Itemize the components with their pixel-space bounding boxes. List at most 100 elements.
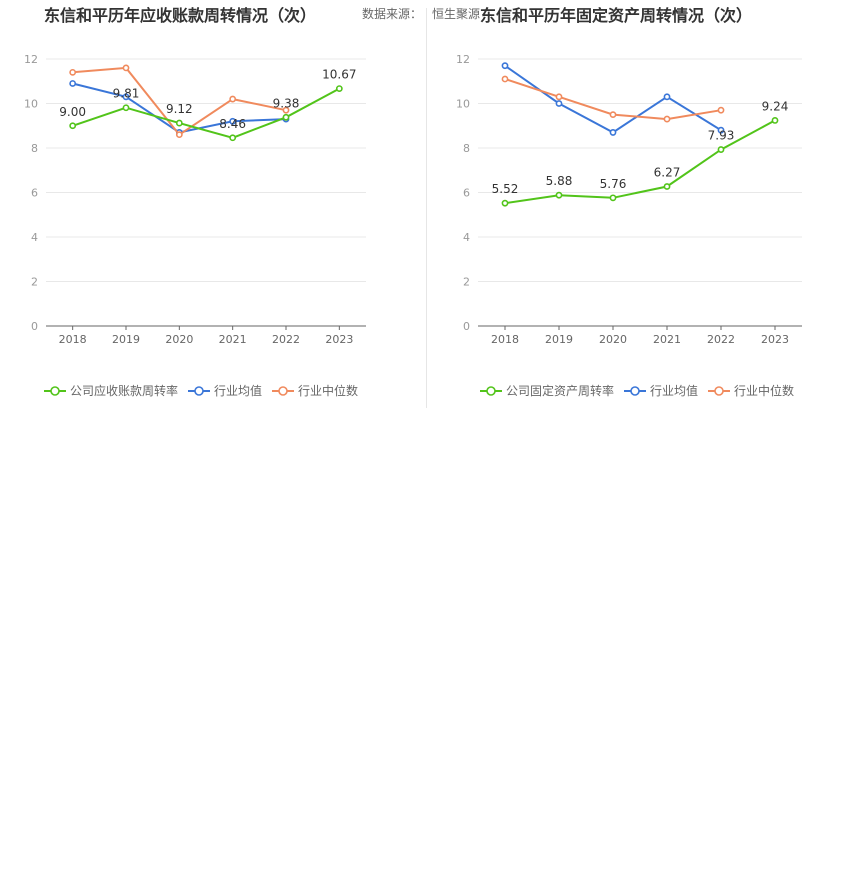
legend-symbol — [708, 385, 731, 396]
data-point — [717, 146, 725, 153]
data-point — [609, 111, 617, 119]
data-point — [122, 64, 130, 72]
panel-divider — [426, 8, 427, 408]
legend-label: 行业中位数 — [734, 384, 795, 398]
y-tick-label: 4 — [31, 231, 38, 244]
source-label: 数据来源： — [362, 7, 423, 21]
x-tick-label: 2023 — [325, 333, 353, 346]
legend-item[interactable]: 行业均值 — [188, 382, 262, 399]
chart-legend: 公司固定资产周转率 行业均值 行业中位数 — [480, 382, 794, 399]
x-tick-label: 2018 — [59, 333, 87, 346]
legend-marker — [714, 385, 724, 396]
y-tick-label: 10 — [456, 98, 470, 111]
data-label: 9.24 — [762, 99, 789, 113]
x-tick-label: 2023 — [761, 333, 789, 346]
data-label: 10.67 — [322, 68, 356, 82]
chart-panel-fixed-assets: 东信和平历年固定资产周转情况（次） 0 2 4 6 8 10 12 2018 2019 2020 2… — [428, 0, 850, 410]
chart-legend: 公司应收账款周转率 行业均值 行业中位数 — [44, 382, 358, 399]
chart-title: 东信和平历年应收账款周转情况（次） — [44, 6, 317, 25]
y-tick-label: 8 — [31, 142, 38, 155]
data-label: 8.46 — [219, 117, 246, 131]
data-point — [229, 117, 237, 125]
data-point — [609, 194, 617, 202]
chart-plot-fixed-assets: 0 2 4 6 8 10 12 2018 2019 2020 2021 2022 2023 5.52 5.8… — [456, 53, 802, 346]
x-tick-label: 2022 — [707, 333, 735, 346]
data-point — [501, 199, 509, 207]
legend-item[interactable]: 公司固定资产周转率 — [480, 382, 614, 399]
data-point — [69, 80, 77, 87]
y-tick-label: 0 — [31, 320, 38, 333]
legend-symbol — [624, 385, 647, 396]
legend-marker — [278, 385, 288, 396]
y-tick-label: 6 — [31, 187, 38, 200]
data-point — [555, 191, 563, 199]
y-tick-label: 0 — [463, 320, 470, 333]
data-point — [555, 100, 563, 107]
data-point — [501, 62, 509, 70]
data-label: 9.00 — [59, 105, 86, 119]
data-point — [282, 113, 290, 121]
data-label: 9.81 — [113, 87, 140, 101]
legend-symbol — [480, 385, 502, 396]
legend-label: 行业均值 — [214, 384, 263, 398]
legend-item[interactable]: 行业均值 — [624, 382, 698, 399]
data-point — [229, 134, 237, 142]
series-line — [504, 119, 776, 205]
data-point — [335, 85, 343, 92]
data-point — [663, 115, 671, 123]
x-tick-label: 2020 — [165, 333, 193, 346]
legend-item[interactable]: 公司应收账款周转率 — [44, 382, 178, 399]
data-point — [609, 129, 617, 136]
legend-item[interactable]: 行业中位数 — [708, 382, 794, 399]
data-point — [175, 131, 183, 139]
source-value: 恒生聚源 — [432, 7, 481, 21]
y-tick-label: 4 — [463, 231, 470, 244]
legend-item[interactable]: 行业中位数 — [272, 382, 358, 399]
data-point — [663, 183, 671, 190]
legend-label: 公司固定资产周转率 — [506, 384, 615, 398]
data-label: 5.52 — [492, 182, 519, 196]
data-point — [229, 95, 237, 103]
data-label: 6.27 — [654, 165, 681, 179]
data-label: 5.88 — [546, 174, 573, 188]
x-tick-label: 2022 — [272, 333, 300, 346]
data-point — [717, 106, 725, 114]
y-tick-label: 2 — [31, 276, 38, 289]
data-point — [175, 119, 183, 127]
data-point — [282, 106, 290, 114]
y-tick-label: 8 — [463, 142, 470, 155]
chart-plot-receivables: 0 2 4 6 8 10 12 2018 2019 2020 2021 2022 2023 9.00 9.8… — [24, 53, 366, 346]
y-tick-label: 6 — [463, 187, 470, 200]
x-tick-label: 2020 — [599, 333, 627, 346]
legend-marker — [194, 385, 204, 396]
legend-label: 行业中位数 — [298, 384, 359, 398]
data-point — [69, 68, 77, 76]
data-point — [501, 75, 509, 83]
x-tick-label: 2018 — [491, 333, 519, 346]
y-tick-label: 2 — [463, 276, 470, 289]
data-point — [69, 122, 77, 130]
legend-label: 行业均值 — [650, 384, 699, 398]
data-point — [663, 93, 671, 101]
data-point — [717, 126, 725, 134]
legend-marker — [486, 385, 496, 396]
y-tick-label: 12 — [456, 53, 470, 66]
legend-marker — [630, 385, 640, 396]
data-point — [122, 104, 130, 112]
chart-panel-receivables: 东信和平历年应收账款周转情况（次） 数据来源： 恒生聚源 0 2 4 6 8 10 12 20… — [0, 0, 480, 410]
chart-title: 东信和平历年固定资产周转情况（次） — [480, 6, 753, 25]
legend-label: 公司应收账款周转率 — [70, 384, 179, 398]
series-line — [504, 64, 722, 134]
y-tick-label: 10 — [24, 98, 38, 111]
legend-symbol — [272, 385, 295, 396]
legend-marker — [50, 385, 60, 396]
legend-symbol — [44, 385, 66, 396]
data-label: 9.12 — [166, 102, 193, 116]
data-label: 5.76 — [600, 177, 627, 191]
data-point — [122, 93, 130, 101]
x-tick-label: 2019 — [112, 333, 140, 346]
x-tick-label: 2021 — [219, 333, 247, 346]
series-line — [72, 87, 340, 139]
data-label: 7.93 — [708, 129, 735, 143]
data-label: 9.38 — [273, 96, 300, 110]
